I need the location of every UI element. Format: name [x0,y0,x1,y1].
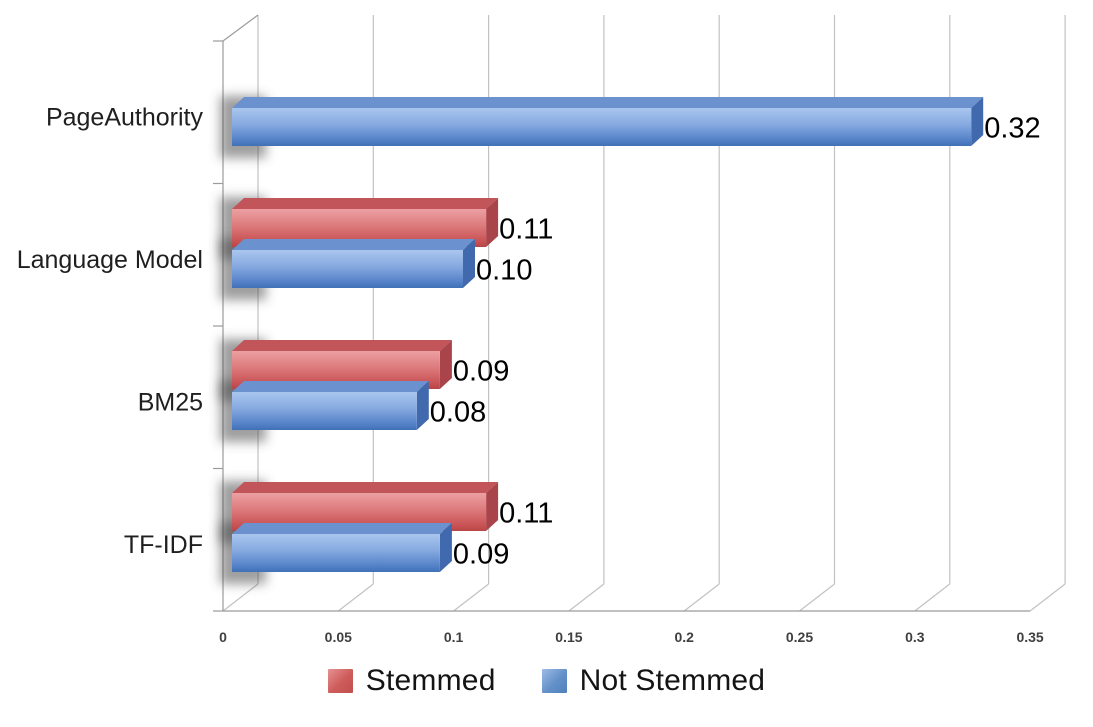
wall-top-edge [222,14,259,42]
gridline-floor-diagonal [568,583,605,612]
bar-not-stemmed-bm25-side-face [416,381,429,430]
x-tick-label: 0.15 [555,629,582,645]
bar-stemmed-tf-idf-side-face [486,482,499,531]
gridline-floor-diagonal [683,583,720,612]
x-tick-label: 0.1 [444,629,464,645]
x-tick-label: 0 [219,629,227,645]
bar-not-stemmed-pageauthority-top-face [232,97,984,108]
data-label-stemmed-language-model: 0.11 [499,214,553,246]
labels-layer: 0 0.05 0.1 0.15 0.2 0.25 0.3 0.35 0.32 PageAuthor… [17,103,1044,645]
legend-swatch-not-stemmed-icon [541,669,567,693]
bar-not-stemmed-pageauthority-side-face [971,97,984,146]
data-label-not-stemmed-pageauthority: 0.32 [984,113,1040,145]
x-tick-label: 0.05 [325,629,352,645]
bar-not-stemmed-language-model [232,250,463,288]
bar-stemmed-language-model-side-face [486,198,499,247]
x-tick-label: 0.2 [674,629,694,645]
gridline-floor-diagonal [337,583,374,612]
gridline-floor-diagonal [222,583,259,612]
gridline-floor-diagonal [453,583,489,612]
data-label-stemmed-bm25: 0.09 [453,356,509,388]
bar-not-stemmed-bm25 [232,392,417,430]
bar-not-stemmed-tf-idf-side-face [439,523,452,572]
chart-legend: Stemmed Not Stemmed [0,666,1093,696]
bar-not-stemmed-language-model-top-face [232,239,475,250]
category-label-tf-idf: TF-IDF [124,531,203,559]
bars-layer [220,96,984,584]
bar-not-stemmed-bm25-top-face [232,381,429,392]
category-label-pageauthority: PageAuthority [46,103,204,131]
data-label-not-stemmed-language-model: 0.10 [476,255,532,287]
bar-stemmed-bm25-side-face [439,340,452,389]
legend-swatch-stemmed-icon [327,669,353,693]
bar-stemmed-bm25-top-face [232,340,452,351]
data-label-not-stemmed-tf-idf: 0.09 [453,539,509,571]
x-tick-label: 0.25 [786,629,813,645]
bar-stemmed-tf-idf-top-face [232,482,499,493]
x-tick-label: 0.3 [905,629,925,645]
data-label-stemmed-tf-idf: 0.11 [499,498,553,530]
bar-stemmed-language-model-top-face [232,198,499,209]
bar-not-stemmed-language-model-side-face [463,239,475,288]
data-label-not-stemmed-bm25: 0.08 [430,397,486,429]
x-tick-label: 0.35 [1016,629,1043,645]
bar-not-stemmed-tf-idf [232,534,440,572]
bar-not-stemmed-pageauthority [232,108,972,146]
legend-item-not-stemmed: Not Stemmed [541,664,766,697]
legend-label-stemmed: Stemmed [365,664,496,697]
category-label-bm25: BM25 [138,388,203,416]
category-label-language-model: Language Model [17,246,203,274]
gridline-floor-diagonal [1029,583,1066,612]
gridline-floor-diagonal [914,583,951,612]
bar-not-stemmed-tf-idf-top-face [232,523,452,534]
legend-item-stemmed: Stemmed [327,664,496,697]
legend-label-not-stemmed: Not Stemmed [579,664,766,697]
gridline-floor-diagonal [799,583,835,612]
